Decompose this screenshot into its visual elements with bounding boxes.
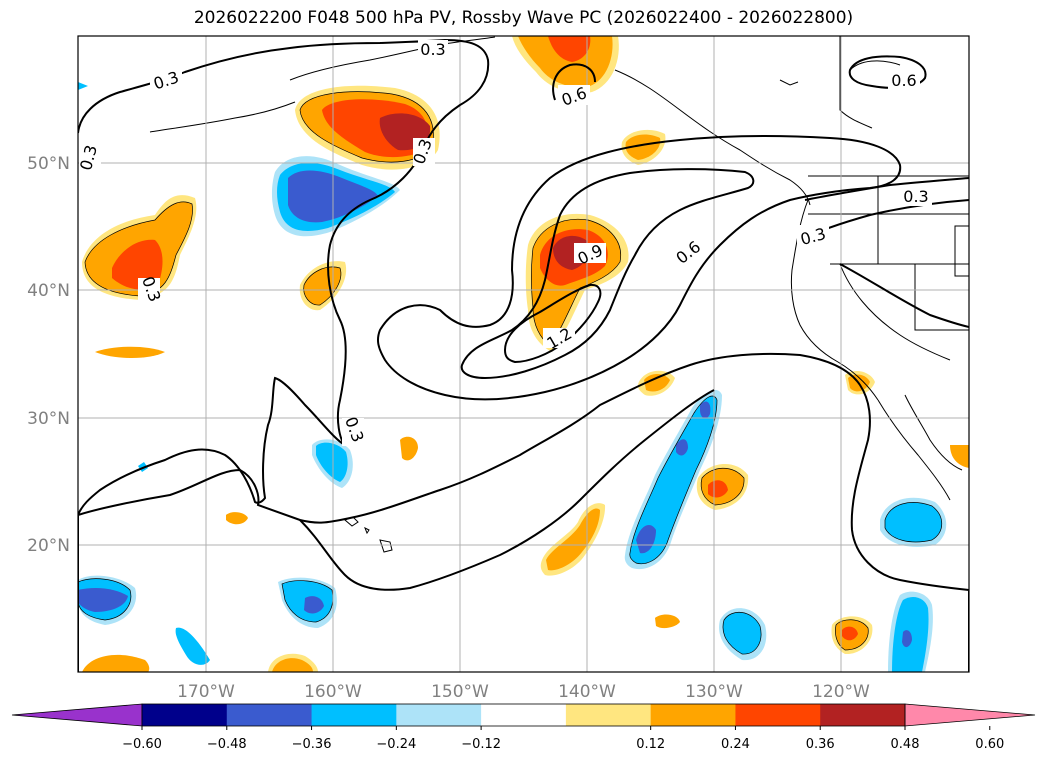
colorbar-segment	[142, 704, 228, 726]
contour-0.3-north	[78, 38, 490, 516]
colorbar-tick-label: −0.60	[122, 737, 162, 752]
gridlines	[78, 36, 969, 672]
pv-contours	[78, 38, 969, 672]
colorbar-segment	[565, 704, 652, 726]
colorbar-segment	[650, 704, 736, 726]
colorbar-tick-label: −0.24	[376, 737, 416, 752]
colorbar-segment	[481, 704, 567, 726]
latitude-label: 30°N	[27, 409, 70, 429]
longitude-label: 160°W	[304, 682, 362, 702]
latitude-label: 50°N	[27, 154, 70, 174]
map-background	[78, 36, 969, 672]
colorbar: −0.60 −0.48 −0.36 −0.24 −0.12 0.12 0.24 0.36 0.4…	[11, 703, 1036, 752]
contour-1.2	[503, 283, 602, 364]
colorbar-tick-label: −0.12	[461, 737, 501, 752]
contour-label: 0.3	[76, 143, 101, 173]
colorbar-tick-label: 0.12	[636, 737, 665, 752]
contour-0.3-south	[78, 352, 969, 672]
positive-anomaly-western-pacific	[82, 195, 197, 300]
coastlines	[149, 36, 969, 553]
colorbar-tick-label: −0.48	[207, 737, 247, 752]
colorbar-segment	[226, 704, 313, 726]
latitude-label: 20°N	[27, 536, 70, 556]
colorbar-extend-high	[904, 703, 1036, 727]
colorbar-tick-label: 0.36	[806, 737, 835, 752]
longitude-label: 130°W	[685, 682, 743, 702]
longitude-label: 170°W	[177, 682, 235, 702]
colorbar-tick-label: 0.60	[975, 737, 1004, 752]
longitude-label: 120°W	[812, 682, 870, 702]
map-frame	[77, 35, 970, 673]
map-title: 2026022200 F048 500 hPa PV, Rossby Wave …	[193, 8, 854, 28]
contour-label: 0.3	[903, 187, 928, 206]
latitude-labels: 50°N 40°N 30°N 20°N	[27, 154, 70, 556]
longitude-label: 150°W	[431, 682, 489, 702]
longitude-label: 140°W	[558, 682, 616, 702]
colorbar-segment	[396, 704, 482, 726]
colorbar-segment	[820, 704, 906, 726]
contour-label-group: 0.3 0.3 0.3 0.3 0.3 0.3 0.3 0.3 0.6 0.6 …	[76, 40, 932, 446]
positive-anomaly-gulf-top	[512, 36, 619, 94]
colorbar-extend-low	[11, 703, 143, 727]
colorbar-tick-label: 0.24	[721, 737, 750, 752]
colorbar-tick-label: −0.36	[292, 737, 332, 752]
colorbar-segment	[311, 704, 397, 726]
colorbar-segment	[735, 704, 821, 726]
longitude-labels: 170°W 160°W 150°W 140°W 130°W 120°W	[177, 682, 870, 702]
colorbar-tick-label: 0.48	[891, 737, 920, 752]
contour-label: 0.6	[891, 71, 916, 90]
colorbar-outline	[141, 703, 906, 727]
negative-anomaly-small-features	[78, 82, 947, 672]
contour-0.9	[460, 168, 755, 380]
contour-label: 0.3	[420, 40, 445, 59]
latitude-label: 40°N	[27, 281, 70, 301]
